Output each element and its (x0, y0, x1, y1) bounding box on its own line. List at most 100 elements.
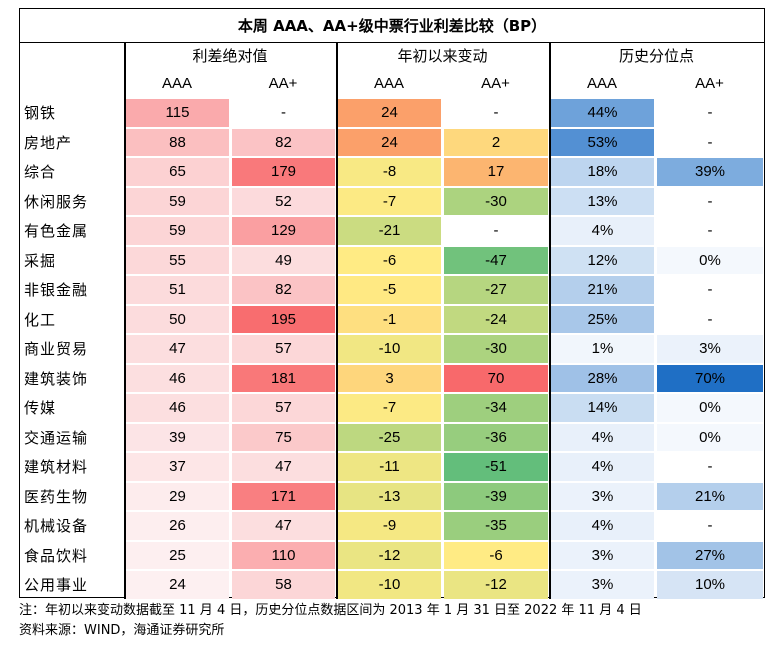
table-row: 房地产 88 82 24 2 53% - (20, 128, 764, 159)
cell-pct-aa: 3% (657, 335, 763, 363)
cell-spread-aaa: 51 (126, 276, 229, 304)
cell-pct-aa: - (657, 305, 763, 333)
cell-pct-aaa: 21% (551, 276, 654, 304)
cell-chg-aa: -12 (444, 571, 548, 599)
cell-spread-aaa: 25 (126, 541, 229, 569)
footnotes: 注：年初以来变动数据截至 11 月 4 日，历史分位点数据区间为 2013 年 … (19, 601, 642, 641)
cell-pct-aa: - (657, 276, 763, 304)
table-row: 医药生物 29 171 -13 -39 3% 21% (20, 482, 764, 513)
table-row: 休闲服务 59 52 -7 -30 13% - (20, 187, 764, 218)
cell-pct-aa: - (657, 453, 763, 481)
cell-pct-aa: - (657, 187, 763, 215)
cell-pct-aa: - (657, 512, 763, 540)
cell-pct-aa: - (657, 217, 763, 245)
cell-chg-aaa: -7 (338, 187, 441, 215)
table-row: 建筑装饰 46 181 3 70 28% 70% (20, 364, 764, 395)
cell-pct-aaa: 4% (551, 423, 654, 451)
cell-pct-aaa: 13% (551, 187, 654, 215)
cell-spread-aa: 58 (232, 571, 335, 599)
cell-pct-aaa: 3% (551, 541, 654, 569)
cell-spread-aa: 82 (232, 128, 335, 156)
cell-chg-aa: -24 (444, 305, 548, 333)
cell-spread-aaa: 47 (126, 335, 229, 363)
cell-chg-aaa: -25 (338, 423, 441, 451)
col-header-chg-aa: AA+ (481, 75, 510, 92)
cell-pct-aa: 39% (657, 158, 763, 186)
cell-spread-aaa: 24 (126, 571, 229, 599)
cell-pct-aaa: 53% (551, 128, 654, 156)
col-header-pct-aa: AA+ (695, 75, 724, 92)
cell-chg-aa: -30 (444, 187, 548, 215)
cell-pct-aaa: 18% (551, 158, 654, 186)
cell-pct-aa: 27% (657, 541, 763, 569)
table-frame: 本周 AAA、AA+级中票行业利差比较（BP） 利差绝对值 年初以来变动 历史分… (19, 8, 765, 601)
cell-spread-aa: 171 (232, 482, 335, 510)
table-row: 钢铁 115-24-44% - (20, 99, 764, 129)
table-row: 采掘 55 49 -6 -47 12% 0% (20, 246, 764, 277)
footnote-period: 注：年初以来变动数据截至 11 月 4 日，历史分位点数据区间为 2013 年 … (19, 603, 642, 618)
cell-chg-aaa: -6 (338, 246, 441, 274)
cell-pct-aa: 0% (657, 423, 763, 451)
table-row: 食品饮料 25 110 -12 -6 3% 27% (20, 541, 764, 572)
group-header-percentile: 历史分位点 (618, 47, 694, 65)
cell-spread-aa: 57 (232, 394, 335, 422)
cell-chg-aa: -36 (444, 423, 548, 451)
row-industry-label: 采掘 (24, 251, 57, 270)
cell-chg-aaa: 24 (338, 99, 441, 127)
cell-spread-aaa: 59 (126, 187, 229, 215)
cell-spread-aa: 75 (232, 423, 335, 451)
cell-pct-aaa: 25% (551, 305, 654, 333)
table-row: 公用事业 24 58 -10 -12 3% 10% (20, 571, 764, 601)
cell-chg-aa: -6 (444, 541, 548, 569)
table-row: 综合 65 179 -8 17 18% 39% (20, 158, 764, 188)
cell-spread-aa: 47 (232, 453, 335, 481)
cell-chg-aa: 17 (444, 158, 548, 186)
cell-spread-aa: 49 (232, 246, 335, 274)
cell-chg-aaa: -10 (338, 335, 441, 363)
table-row: 非银金融 51 82 -5 -27 21% - (20, 276, 764, 306)
cell-chg-aa: -27 (444, 276, 548, 304)
cell-chg-aa: -51 (444, 453, 548, 481)
cell-spread-aaa: 65 (126, 158, 229, 186)
cell-spread-aa: 129 (232, 217, 335, 245)
cell-chg-aaa: 3 (338, 364, 441, 392)
table-row: 交通运输 39 75 -25 -36 4% 0% (20, 423, 764, 454)
footnote-source: 资料来源：WIND，海通证券研究所 (19, 623, 225, 638)
cell-chg-aa: - (444, 217, 548, 245)
cell-spread-aaa: 39 (126, 423, 229, 451)
cell-chg-aaa: -8 (338, 158, 441, 186)
cell-chg-aaa: -13 (338, 482, 441, 510)
row-industry-label: 商业贸易 (24, 340, 89, 358)
cell-spread-aaa: 46 (126, 394, 229, 422)
row-industry-label: 建筑材料 (24, 458, 89, 476)
cell-spread-aa: 110 (232, 541, 335, 569)
row-industry-label: 公用事业 (24, 576, 89, 594)
table-row: 商业贸易 47 57 -10 -30 1% 3% (20, 335, 764, 365)
cell-pct-aaa: 4% (551, 453, 654, 481)
cell-chg-aaa: -21 (338, 217, 441, 245)
divider-label (124, 43, 126, 599)
cell-spread-aaa: 46 (126, 364, 229, 392)
cell-spread-aaa: 50 (126, 305, 229, 333)
table-title: 本周 AAA、AA+级中票行业利差比较（BP） (20, 9, 764, 43)
cell-chg-aaa: -10 (338, 571, 441, 599)
cell-chg-aaa: 24 (338, 128, 441, 156)
cell-spread-aaa: 59 (126, 217, 229, 245)
cell-spread-aaa: 88 (126, 128, 229, 156)
cell-chg-aaa: -7 (338, 394, 441, 422)
row-industry-label: 休闲服务 (24, 192, 89, 211)
cell-pct-aaa: 4% (551, 217, 654, 245)
cell-spread-aaa: 55 (126, 246, 229, 274)
cell-pct-aaa: 14% (551, 394, 654, 422)
cell-chg-aa: 70 (444, 364, 548, 392)
cell-pct-aaa: 3% (551, 482, 654, 510)
cell-spread-aaa: 29 (126, 482, 229, 510)
cell-spread-aaa: 115 (126, 99, 229, 127)
cell-pct-aaa: 44% (551, 99, 654, 127)
cell-spread-aa: - (232, 99, 335, 127)
row-industry-label: 建筑装饰 (24, 369, 89, 388)
cell-spread-aa: 179 (232, 158, 335, 186)
cell-chg-aa: -35 (444, 512, 548, 540)
cell-pct-aaa: 28% (551, 364, 654, 392)
cell-pct-aa: 10% (657, 571, 763, 599)
